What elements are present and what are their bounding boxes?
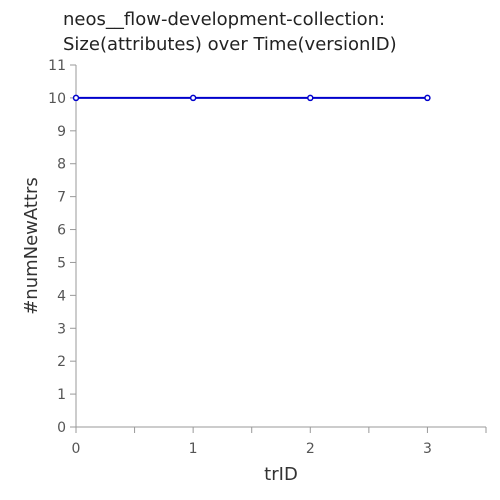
y-tick-label: 7	[57, 190, 66, 206]
x-tick-label: 2	[306, 441, 315, 457]
axes	[75, 65, 486, 428]
data-point	[189, 94, 197, 102]
y-tick-label: 6	[57, 223, 66, 239]
data-point	[424, 94, 431, 102]
data-point	[307, 94, 314, 102]
y-ticks: 0 1 2 3 4 5 6 7 8 9 10 11	[48, 58, 76, 436]
x-axis-label: trID	[264, 464, 298, 485]
chart-title-line-2: Size(attributes) over Time(versionID)	[63, 34, 397, 55]
y-tick-label: 10	[48, 91, 66, 107]
y-tick-label: 0	[57, 420, 66, 436]
x-tick-label: 0	[72, 441, 81, 457]
chart-title: neos__flow-development-collection: Size(…	[63, 9, 397, 55]
x-tick-label: 3	[423, 441, 432, 457]
y-tick-label: 11	[48, 58, 66, 74]
y-tick-label: 2	[57, 354, 66, 370]
x-ticks: 0 1 2 3	[72, 427, 487, 457]
plot-area	[72, 94, 431, 102]
y-tick-label: 4	[57, 288, 66, 304]
y-tick-label: 5	[57, 255, 66, 271]
y-axis-label: #numNewAttrs	[21, 177, 42, 315]
y-tick-label: 3	[57, 321, 66, 337]
x-tick-label: 1	[189, 441, 198, 457]
y-tick-label: 8	[57, 157, 66, 173]
data-point	[72, 94, 80, 102]
y-tick-label: 1	[57, 387, 66, 403]
y-tick-label: 9	[57, 124, 66, 140]
chart-title-line-1: neos__flow-development-collection:	[63, 9, 385, 30]
